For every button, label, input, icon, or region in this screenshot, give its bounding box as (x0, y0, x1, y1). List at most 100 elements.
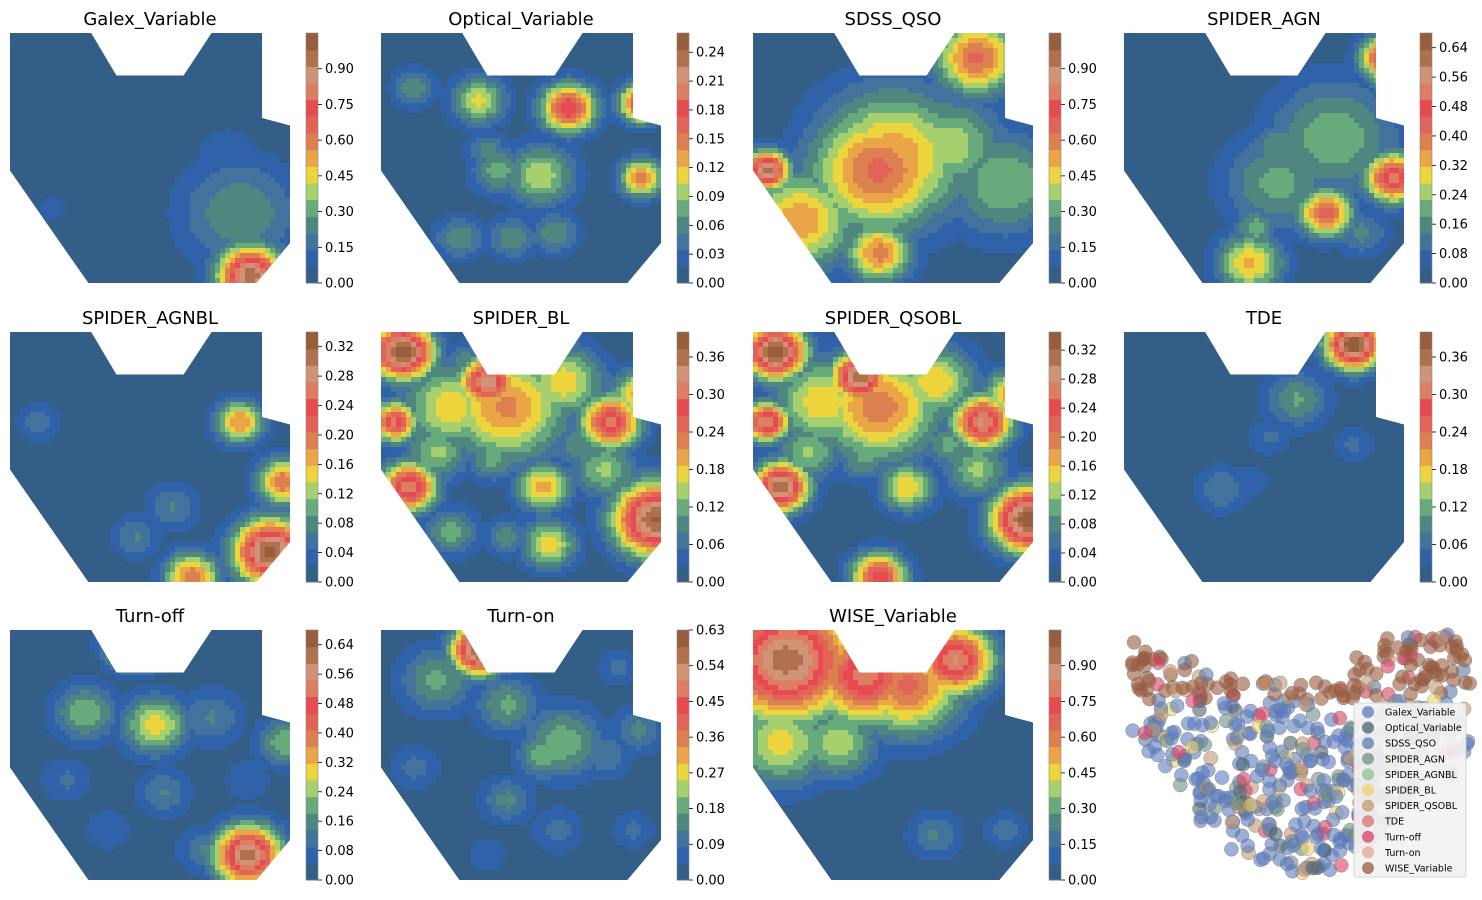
contour-cell (40, 223, 46, 229)
contour-cell (140, 113, 146, 119)
contour-cell (165, 263, 171, 269)
contour-cell (576, 58, 582, 64)
contour-cell (215, 148, 221, 154)
contour-cell (150, 78, 156, 84)
contour-cell (551, 88, 557, 94)
contour-cell (165, 218, 171, 224)
contour-cell (115, 88, 121, 94)
contour-cell (391, 73, 397, 79)
contour-cell (596, 138, 602, 144)
contour-cell (70, 268, 76, 274)
contour-cell (60, 223, 66, 229)
contour-cell (40, 203, 46, 209)
contour-cell (656, 78, 661, 84)
contour-cell (210, 58, 216, 64)
contour-cell (275, 128, 281, 134)
contour-cell (526, 158, 532, 164)
contour-cell (65, 68, 71, 74)
contour-cell (65, 233, 71, 239)
contour-cell (646, 33, 652, 39)
contour-cell (175, 113, 181, 119)
contour-cell (135, 168, 141, 174)
contour-cell (180, 153, 186, 159)
contour-cell (110, 103, 116, 109)
contour-cell (135, 173, 141, 179)
contour-cell (200, 183, 206, 189)
contour-cell (210, 43, 216, 49)
contour-cell (155, 43, 161, 49)
contour-cell (576, 213, 582, 219)
contour-cell (125, 243, 131, 249)
contour-cell (210, 168, 216, 174)
contour-cell (401, 68, 407, 74)
contour-cell (631, 88, 637, 94)
contour-cell (80, 238, 86, 244)
contour-cell (546, 108, 552, 114)
contour-cell (275, 58, 281, 64)
colorbar-tick-label: 0.15 (325, 241, 354, 256)
contour-cell (586, 88, 592, 94)
contour-cell (491, 63, 497, 69)
contour-cell (55, 33, 61, 39)
contour-cell (165, 148, 171, 154)
contour-cell (40, 153, 46, 159)
contour-cell (180, 143, 186, 149)
contour-cell (511, 218, 517, 224)
contour-cell (105, 38, 111, 44)
contour-cell (636, 108, 642, 114)
contour-cell (511, 163, 517, 169)
contour-cell (591, 63, 597, 69)
contour-cell (521, 88, 527, 94)
contour-cell (45, 108, 51, 114)
contour-cell (125, 88, 131, 94)
contour-cell (150, 93, 156, 99)
contour-cell (275, 233, 281, 239)
contour-cell (406, 193, 412, 199)
contour-cell (210, 238, 216, 244)
contour-cell (631, 73, 637, 79)
contour-cell (526, 148, 532, 154)
contour-cell (275, 238, 281, 244)
contour-cell (481, 203, 487, 209)
contour-cell (20, 93, 26, 99)
contour-cell (441, 203, 447, 209)
contour-cell (426, 208, 432, 214)
contour-cell (90, 123, 96, 129)
contour-cell (641, 113, 647, 119)
contour-cell (541, 133, 547, 139)
contour-cell (551, 133, 557, 139)
contour-cell (270, 183, 276, 189)
contour-cell (456, 123, 462, 129)
contour-cell (165, 203, 171, 209)
contour-cell (90, 263, 96, 269)
contour-cell (476, 213, 482, 219)
contour-cell (45, 163, 51, 169)
contour-cell (120, 98, 126, 104)
contour-cell (396, 168, 402, 174)
contour-cell (160, 178, 166, 184)
contour-cell (436, 168, 442, 174)
contour-cell (110, 33, 116, 39)
contour-cell (135, 78, 141, 84)
contour-cell (100, 43, 106, 49)
contour-cell (285, 108, 290, 114)
contour-cell (566, 48, 572, 54)
contour-cell (40, 93, 46, 99)
contour-cell (120, 238, 126, 244)
contour-cell (651, 78, 657, 84)
contour-cell (135, 163, 141, 169)
contour-cell (180, 98, 186, 104)
contour-cell (656, 148, 661, 154)
contour-cell (135, 98, 141, 104)
contour-cell (110, 278, 116, 283)
contour-cell (275, 228, 281, 234)
contour-cell (381, 213, 387, 219)
contour-cell (386, 213, 392, 219)
contour-cell (100, 78, 106, 84)
contour-cell (591, 133, 597, 139)
contour-cell (80, 268, 86, 274)
contour-cell (531, 133, 537, 139)
contour-cell (95, 43, 101, 49)
contour-cell (175, 58, 181, 64)
contour-cell (476, 93, 482, 99)
